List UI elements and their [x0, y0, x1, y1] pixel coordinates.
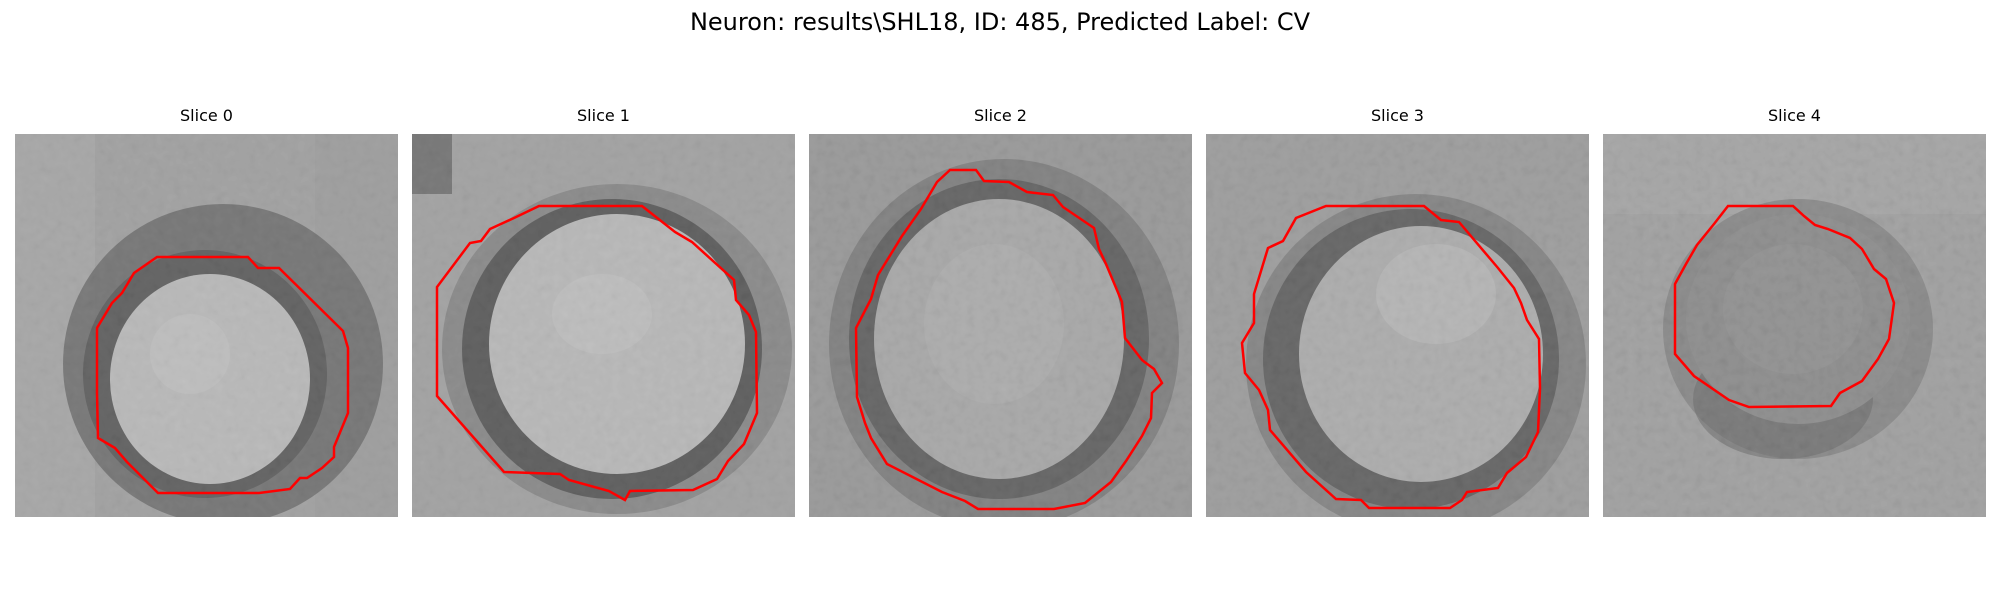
- slice-panel-1: Slice 1: [412, 106, 795, 517]
- figure-title: Neuron: results\SHL18, ID: 485, Predicte…: [689, 8, 1311, 36]
- contour-0: [95, 255, 350, 495]
- slice-title-0: Slice 0: [180, 106, 233, 125]
- contour-1: [435, 204, 759, 502]
- contour-4: [1673, 204, 1896, 409]
- slice-image-1: [412, 134, 795, 517]
- slice-title-3: Slice 3: [1371, 106, 1424, 125]
- slice-title-2: Slice 2: [974, 106, 1027, 125]
- slice-title-4: Slice 4: [1768, 106, 1821, 125]
- slice-panel-0: Slice 0: [15, 106, 398, 517]
- slice-panel-3: Slice 3: [1206, 106, 1589, 517]
- slice-image-3: [1206, 134, 1589, 517]
- slice-image-2: [809, 134, 1192, 517]
- slice-image-4: [1603, 134, 1986, 517]
- slice-panel-4: Slice 4: [1603, 106, 1986, 517]
- contour-3: [1240, 204, 1542, 510]
- contour-2: [854, 168, 1164, 511]
- slice-panel-2: Slice 2: [809, 106, 1192, 517]
- slice-title-1: Slice 1: [577, 106, 630, 125]
- slice-image-0: [15, 134, 398, 517]
